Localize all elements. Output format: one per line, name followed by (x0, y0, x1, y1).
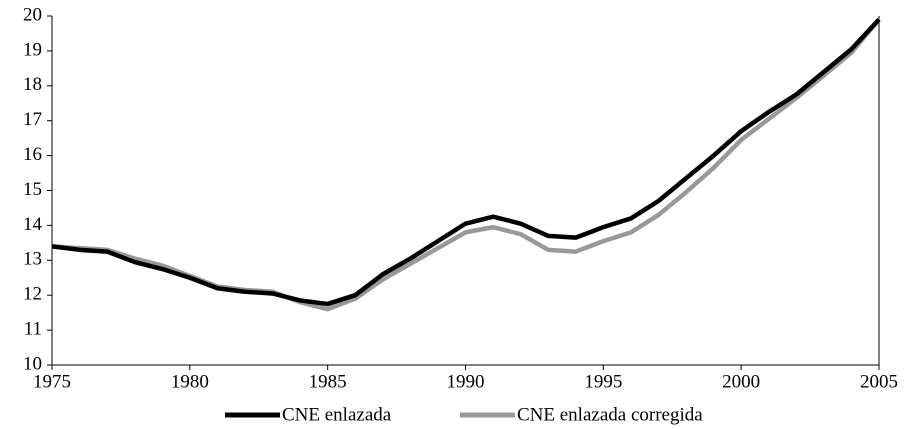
y-tick-label: 19 (23, 39, 42, 60)
y-tick-label: 11 (24, 318, 42, 339)
legend-label: CNE enlazada corregida (517, 404, 703, 425)
x-tick-label: 2005 (860, 371, 898, 392)
y-tick-label: 20 (23, 4, 42, 25)
y-tick-label: 13 (23, 249, 42, 270)
legend-label: CNE enlazada (282, 404, 392, 425)
y-tick-label: 18 (23, 74, 42, 95)
x-tick-label: 1985 (309, 371, 347, 392)
x-tick-label: 1990 (447, 371, 485, 392)
y-tick-label: 15 (23, 179, 42, 200)
x-tick-label: 2000 (722, 371, 760, 392)
series-line (51, 17, 881, 307)
x-tick-label: 1995 (584, 371, 622, 392)
y-tick-label: 16 (23, 144, 42, 165)
y-tick-label: 17 (23, 109, 42, 130)
x-tick-label: 1975 (33, 371, 71, 392)
y-tick-label: 12 (23, 284, 42, 305)
y-tick-label: 14 (23, 214, 43, 235)
series-line (51, 18, 881, 312)
x-tick-label: 1980 (171, 371, 209, 392)
y-tick-label: 10 (23, 353, 42, 374)
